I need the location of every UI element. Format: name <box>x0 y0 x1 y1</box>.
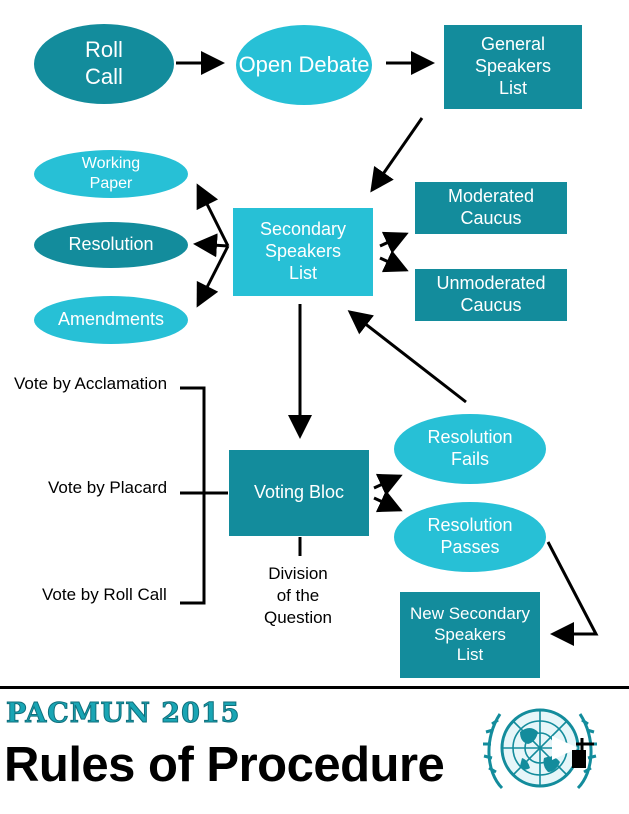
arrow-voting-to-passes <box>373 490 403 513</box>
resolution-passes-node: Resolution Passes <box>394 502 546 572</box>
vote-by-placard-label: Vote by Placard <box>48 478 168 497</box>
vote-by-acclamation-label: Vote by Acclamation <box>14 374 168 393</box>
arrow-ssl-to-amendments <box>196 245 230 308</box>
event-title: PACMUN 2015 <box>5 698 241 730</box>
connector-arrows <box>176 51 599 646</box>
footer-divider <box>0 686 629 689</box>
amendments-node: Amendments <box>34 296 188 344</box>
vote-bracket <box>180 386 206 605</box>
secondary-speakers-list-node: Secondary Speakers List <box>233 208 373 296</box>
working-paper-node: Working Paper <box>34 150 188 198</box>
roll-call-node: Roll Call <box>34 24 174 104</box>
arrow-ssl-to-working-paper <box>196 183 230 247</box>
new-secondary-speakers-list-node: New Secondary Speakers List <box>400 592 540 678</box>
arrow-ssl-to-moderated <box>379 231 409 254</box>
general-speakers-list-node: General Speakers List <box>444 25 582 109</box>
arrow-fails-to-ssl <box>347 310 467 404</box>
vote-by-roll-call-label: Vote by Roll Call <box>42 585 167 604</box>
arrow-ssl-to-unmoderated <box>379 250 409 273</box>
resolution-node: Resolution <box>34 222 188 268</box>
arrow-voting-to-fails <box>373 473 403 496</box>
open-debate-node: Open Debate <box>236 25 372 105</box>
unmoderated-caucus-node: Unmoderated Caucus <box>415 269 567 321</box>
moderated-caucus-node: Moderated Caucus <box>415 182 567 234</box>
arrow-passes-to-new-ssl <box>546 541 599 646</box>
arrow-gsl-to-ssl <box>370 117 424 193</box>
resolution-fails-node: Resolution Fails <box>394 414 546 484</box>
un-emblem-logo-icon <box>483 708 597 790</box>
voting-bloc-node: Voting Bloc <box>229 450 369 536</box>
document-title: Rules of Procedure <box>4 738 445 792</box>
arrow-ssl-to-resolution <box>193 233 229 258</box>
division-of-question-label: Division of the Question <box>263 564 333 628</box>
